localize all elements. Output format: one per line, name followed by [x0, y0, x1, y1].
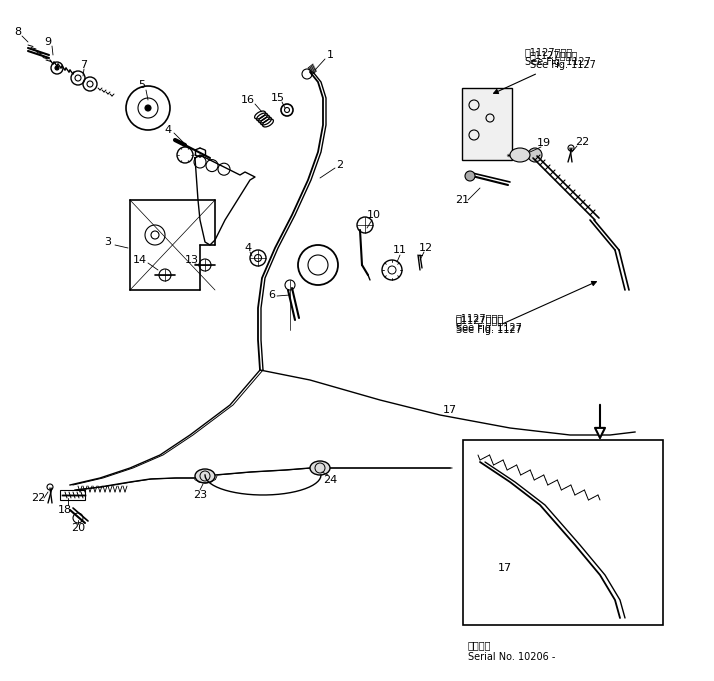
Bar [60, 490, 85, 500]
Text: See Fig. 1127: See Fig. 1127 [525, 57, 591, 67]
Text: See Fig. 1127: See Fig. 1127 [456, 323, 522, 333]
Circle shape [465, 171, 475, 181]
Text: 21: 21 [455, 195, 469, 205]
Text: 2: 2 [336, 160, 343, 170]
Circle shape [55, 66, 59, 70]
Text: 23: 23 [193, 490, 207, 500]
Circle shape [528, 148, 542, 162]
Bar [462, 88, 512, 160]
Text: 3: 3 [104, 237, 111, 247]
Text: 第1127図参照: 第1127図参照 [530, 50, 578, 60]
Text: See Fig. 1127: See Fig. 1127 [530, 60, 596, 70]
Text: 8: 8 [14, 27, 21, 37]
Text: 4: 4 [164, 125, 171, 135]
Text: 7: 7 [81, 60, 88, 70]
Text: Serial No. 10206 -: Serial No. 10206 - [468, 652, 555, 662]
Text: 1: 1 [326, 50, 333, 60]
Text: 4: 4 [244, 243, 251, 253]
Text: 20: 20 [71, 523, 85, 533]
Ellipse shape [310, 461, 330, 475]
Text: 通用号数: 通用号数 [468, 640, 491, 650]
Text: 24: 24 [323, 475, 337, 485]
Text: 22: 22 [575, 137, 589, 147]
Text: 9: 9 [44, 37, 51, 47]
Text: See Fig. 1127: See Fig. 1127 [456, 325, 522, 335]
Polygon shape [195, 155, 255, 245]
Text: 5: 5 [139, 80, 146, 90]
Text: 17: 17 [498, 563, 512, 573]
Circle shape [145, 105, 151, 111]
Ellipse shape [510, 148, 530, 162]
Text: 22: 22 [31, 493, 45, 503]
Text: 12: 12 [419, 243, 433, 253]
Text: 6: 6 [268, 290, 276, 300]
Text: 17: 17 [443, 405, 457, 415]
Text: 15: 15 [271, 93, 285, 103]
Text: 10: 10 [367, 210, 381, 220]
Text: 19: 19 [537, 138, 551, 148]
Text: 第1127図参照: 第1127図参照 [456, 313, 504, 323]
Text: 第1127図参照: 第1127図参照 [456, 315, 504, 325]
Text: 13: 13 [185, 255, 199, 265]
Text: 16: 16 [241, 95, 255, 105]
Bar [463, 440, 663, 625]
Text: 第1127図参照: 第1127図参照 [525, 47, 573, 57]
Text: 11: 11 [393, 245, 407, 255]
Text: 14: 14 [133, 255, 147, 265]
Text: 18: 18 [58, 505, 72, 515]
Ellipse shape [195, 469, 215, 483]
